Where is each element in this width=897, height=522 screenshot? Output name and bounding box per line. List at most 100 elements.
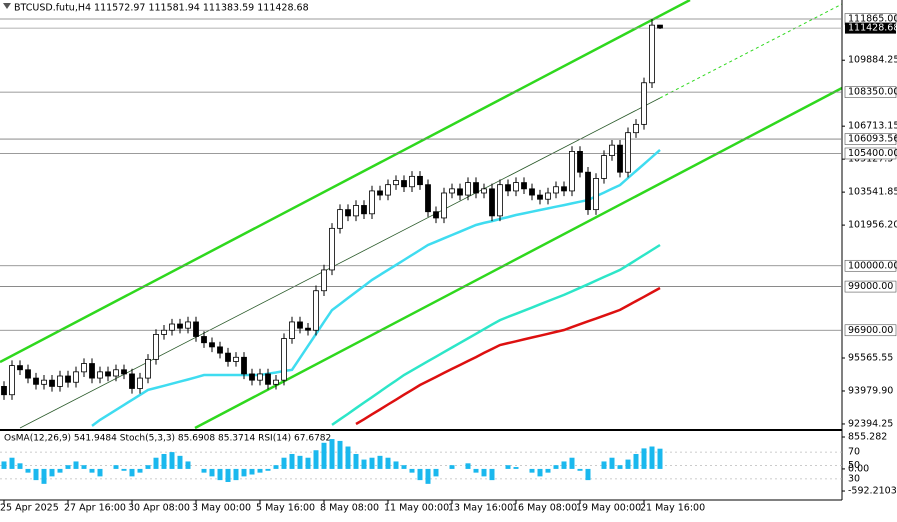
y-tick-label: 0.00 [848,463,869,474]
candle-body [81,363,87,373]
osma-bar [361,459,367,469]
osma-bar [137,468,143,473]
osma-bar [553,465,559,469]
osma-bar [537,468,543,477]
candle-body [177,323,183,329]
candle-body [617,144,623,173]
level-box [844,259,897,272]
candle-body [297,321,303,329]
osma-bar [585,468,591,481]
candle-body [129,373,135,389]
candle-body [281,338,287,381]
osma-bar [113,465,119,469]
level-label: 105400.00 [848,148,897,159]
candle-body [385,184,391,196]
candle-body [257,373,263,381]
level-label: 100000.00 [848,260,897,271]
osma-bar [433,468,439,477]
chart-title: BTCUSD.futu,H4 111572.97 111581.94 11138… [14,3,309,14]
osma-bar [65,465,71,469]
x-tick-label: 16 May 08:00 [512,503,577,514]
osma-bar [233,468,239,481]
osma-bar [569,457,575,469]
osma-bar [97,468,103,477]
osma-bar [561,461,567,469]
candle-body [17,365,23,371]
osma-bar [377,455,383,469]
osma-bar [641,448,647,469]
osma-bar [1,461,7,469]
x-tick-label: 11 May 00:00 [384,503,449,514]
candle-body [393,180,399,186]
osma-bar [401,465,407,469]
last-price-label: 111428.68 [848,23,897,34]
candle-body [649,24,655,84]
candle-body [593,178,599,211]
candle-body [241,356,247,375]
osma-bar [121,468,127,471]
x-tick-label: 13 May 16:00 [448,503,513,514]
osma-bar [265,468,271,471]
osma-bar [473,468,479,473]
osma-bar [393,461,399,469]
candle-body [505,184,511,192]
candle-body [225,352,231,362]
x-tick-label: 30 Apr 08:00 [128,503,190,514]
candle-body [377,190,383,196]
candle-body [481,188,487,194]
osma-bar [545,468,551,473]
osma-bar [153,457,159,469]
osma-bar [529,468,535,473]
y2-tick-label: 50 [848,460,860,471]
x-tick-label: 25 Apr 2025 [0,503,59,514]
candle-body [289,321,295,339]
candle-body [497,184,503,217]
osma-bar [289,453,295,469]
candle-body [249,373,255,381]
osma-bar [33,468,39,481]
moving-average [355,286,661,426]
candle-body [89,363,95,379]
candle-body [625,132,631,173]
level-box [844,147,897,160]
osma-bar [625,459,631,469]
candle-body [585,171,591,211]
osma-bar [145,465,151,469]
candle-body [545,192,551,200]
candle-body [345,209,351,217]
x-tick-label: 8 May 08:00 [320,503,379,514]
candle-body [57,375,63,387]
y-tick-label: 106713.15 [848,121,897,132]
candle-body [73,371,79,383]
osma-bar [25,468,31,473]
level-box [844,133,897,145]
candle-body [97,371,103,379]
osma-bar [209,468,215,477]
osma-bar [425,468,431,484]
last-price-box [845,22,896,34]
y-tick-label: -592.2103 [848,486,897,497]
candle-body [217,346,223,354]
candle-body [457,188,463,196]
osma-bar [41,468,47,484]
osma-bar [273,465,279,469]
osma-bar [577,468,583,471]
osma-bar [633,453,639,469]
candle-body [537,194,543,200]
level-label: 99000.00 [848,281,893,292]
y-tick-label: 103541.85 [848,187,897,198]
osma-bar [489,468,495,481]
x-tick-label: 27 Apr 16:00 [64,503,126,514]
x-tick-label: 19 May 00:00 [576,503,641,514]
y2-tick-label: 30 [848,473,860,484]
x-tick-label: 21 May 16:00 [640,503,705,514]
level-label: 108350.00 [848,87,897,98]
osma-bar [513,467,519,469]
candle-body [9,365,15,396]
candle-body [401,180,407,188]
osma-bar [257,468,263,473]
candle-body [273,379,279,385]
osma-bar [73,461,79,469]
indicator-title: OsMA(12,26,9) 541.9484 Stoch(5,3,3) 85.6… [4,434,331,444]
